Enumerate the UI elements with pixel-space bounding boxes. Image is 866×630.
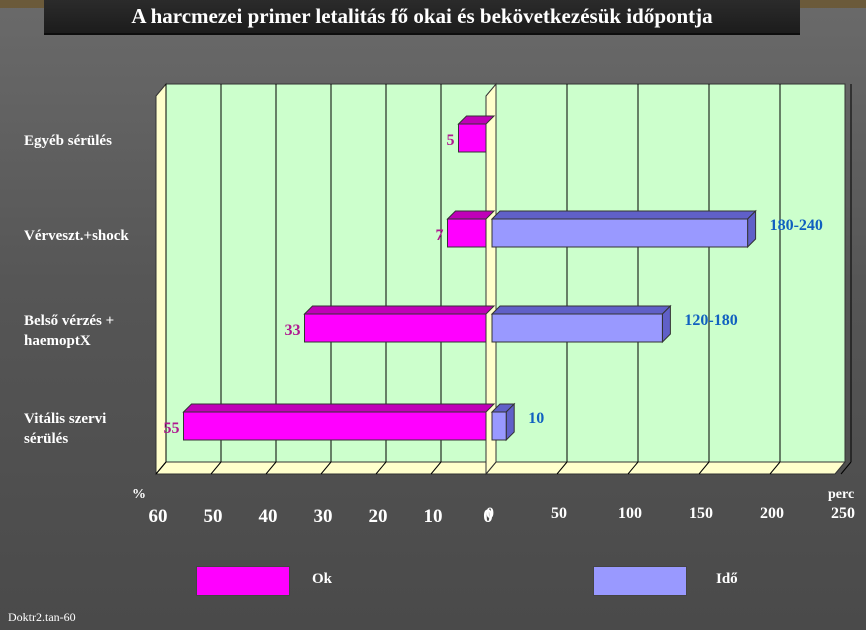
- left-axis-tick: 60: [149, 506, 168, 527]
- bar-ok-label: 5: [447, 132, 455, 149]
- bar-ido: [491, 411, 507, 441]
- plot-side-wall: [155, 82, 167, 476]
- left-axis-tick: 10: [424, 506, 443, 527]
- bar-ido-label: 10: [528, 410, 544, 427]
- bar-ok-top: [446, 210, 496, 220]
- category-label: sérülés: [24, 431, 68, 447]
- gridline-right-floor: [556, 461, 568, 475]
- gridline-left-floor: [210, 461, 222, 475]
- bar-ido: [491, 218, 749, 248]
- decor-corner-left: [0, 0, 44, 8]
- category-label: haemoptX: [24, 333, 91, 349]
- legend-swatch-ido: [593, 566, 687, 596]
- plot-center-wall: [485, 82, 497, 476]
- left-axis-tick: 50: [204, 506, 223, 527]
- bar-ok-top: [303, 305, 496, 315]
- decor-corner-right: [800, 0, 866, 8]
- right-axis-unit: perc: [828, 487, 854, 502]
- bar-ido: [491, 313, 663, 343]
- gridline-right-floor: [840, 461, 852, 475]
- bar-ok-label: 33: [285, 322, 301, 339]
- gridline-left-floor: [155, 461, 167, 475]
- category-label: Vérveszt.+shock: [24, 228, 129, 244]
- right-axis-tick: 50: [551, 505, 567, 522]
- gridline-left-floor: [320, 461, 332, 475]
- slide-footer: Doktr2.tan-60: [8, 610, 76, 624]
- bar-ido-top: [490, 210, 757, 220]
- bar-ido-label: 120-180: [684, 312, 737, 329]
- bar-ok: [447, 218, 487, 248]
- right-axis-tick: 0: [486, 505, 494, 522]
- legend-swatch-ok: [196, 566, 290, 596]
- bar-ok: [458, 123, 487, 153]
- right-axis-tick: 200: [760, 505, 784, 522]
- gridline-left-floor: [430, 461, 442, 475]
- gridline-right-floor: [627, 461, 639, 475]
- category-label: Belső vérzés +: [24, 313, 114, 329]
- legend-label-ido: Idő: [716, 571, 738, 587]
- bar-ok-top: [182, 403, 496, 413]
- category-label: Egyéb sérülés: [24, 133, 112, 149]
- bar-ok: [304, 313, 487, 343]
- plot-floor: [154, 461, 847, 475]
- slide-title: A harcmezei primer letalitás fő okai és …: [44, 0, 800, 35]
- gridline-right-floor: [698, 461, 710, 475]
- category-label: Vitális szervi: [24, 411, 106, 427]
- bar-ok: [183, 411, 487, 441]
- bar-ok-label: 55: [164, 420, 180, 437]
- right-axis-tick: 150: [689, 505, 713, 522]
- right-axis-tick: 250: [831, 505, 855, 522]
- gridline-left-floor: [265, 461, 277, 475]
- left-axis-tick: 0: [483, 506, 493, 527]
- bar-ok-label: 7: [436, 227, 444, 244]
- bar-ido-label: 180-240: [770, 217, 823, 234]
- gridline-left-floor: [375, 461, 387, 475]
- left-axis-tick: 40: [259, 506, 278, 527]
- right-axis-tick: 100: [618, 505, 642, 522]
- left-axis-tick: 30: [314, 506, 333, 527]
- gridline-right-floor: [769, 461, 781, 475]
- left-axis-tick: 20: [369, 506, 388, 527]
- left-axis-unit: %: [132, 487, 146, 502]
- legend-label-ok: Ok: [312, 571, 333, 587]
- bar-ido-top: [490, 305, 672, 315]
